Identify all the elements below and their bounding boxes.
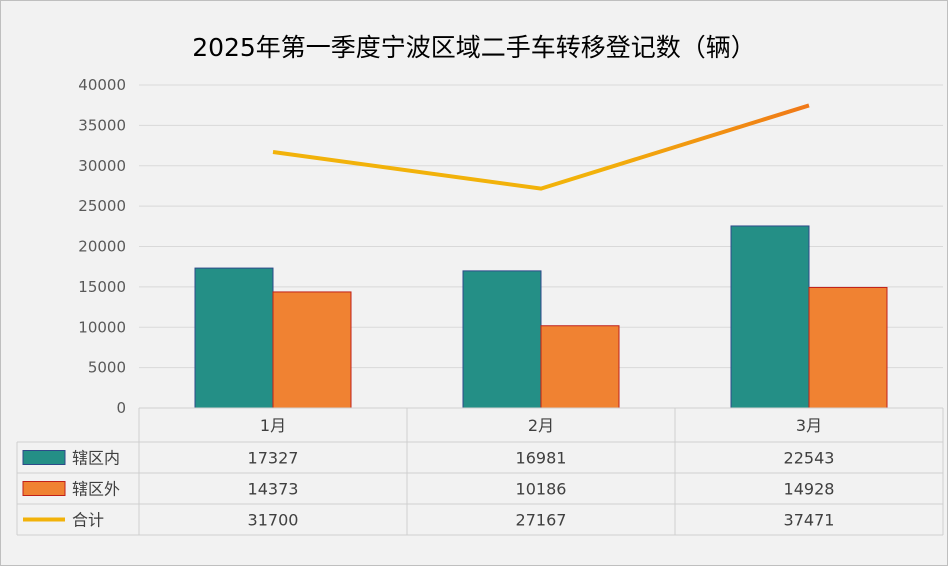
bar-辖区内 [462,270,542,409]
line-合计 [272,103,810,191]
y-tick-label: 0 [116,399,126,417]
table-cell: 22543 [784,449,835,468]
bar-辖区外 [540,325,620,409]
y-tick-label: 20000 [78,238,126,256]
y-tick-label: 25000 [78,197,126,215]
x-category-label: 3月 [796,416,822,435]
row-label: 辖区内 [72,449,120,468]
y-tick-label: 15000 [78,278,126,296]
y-tick-label: 10000 [78,318,126,336]
y-tick-label: 40000 [78,76,126,94]
table-cell: 14928 [784,480,835,499]
row-label: 辖区外 [72,480,120,499]
bar-辖区外 [272,291,352,409]
row-label: 合计 [72,511,104,530]
legend-key-辖区外 [22,481,66,496]
y-tick-label: 30000 [78,157,126,175]
chart-title: 2025年第一季度宁波区域二手车转移登记数（辆） [192,33,756,62]
table-cell: 37471 [784,511,835,530]
table-cell: 27167 [516,511,567,530]
bar-辖区内 [194,267,274,409]
table-cell: 17327 [248,449,299,468]
x-category-label: 2月 [528,416,554,435]
table-cell: 14373 [248,480,299,499]
table-cell: 16981 [516,449,567,468]
bar-辖区外 [808,286,888,409]
y-tick-label: 5000 [88,359,126,377]
bar-辖区内 [730,225,810,409]
x-category-label: 1月 [260,416,286,435]
legend-key-辖区内 [22,450,66,465]
y-tick-label: 35000 [78,116,126,134]
table-cell: 10186 [516,480,567,499]
table-cell: 31700 [248,511,299,530]
